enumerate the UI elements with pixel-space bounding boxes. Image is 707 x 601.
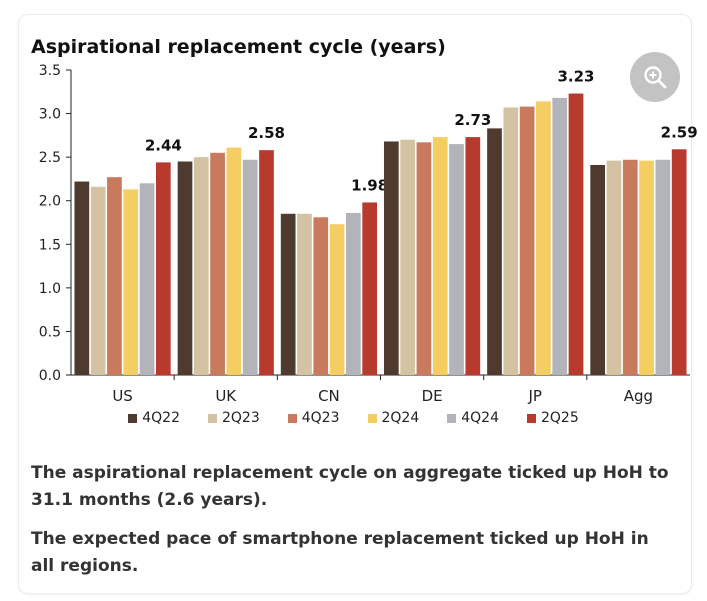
caption-aggregate: The aspirational replacement cycle on ag… — [31, 463, 669, 510]
bar-jp-4q24 — [552, 97, 568, 375]
zoom-in-icon — [644, 66, 667, 89]
bar-jp-4q23 — [519, 106, 535, 375]
chart-legend: 4Q22 2Q23 4Q23 2Q24 4Q24 2Q25 — [0, 410, 707, 426]
y-tick-label: 0.0 — [39, 368, 61, 384]
data-label-agg: 2.59 — [661, 123, 698, 141]
legend-swatch — [367, 413, 377, 423]
bar-agg-2q24 — [639, 160, 654, 375]
bar-jp-2q23 — [503, 107, 519, 375]
x-tick-label: JP — [528, 387, 542, 405]
legend-label: 4Q22 — [142, 410, 180, 426]
y-tick-label: 1.5 — [39, 237, 61, 253]
y-tick-label: 0.5 — [39, 324, 61, 340]
legend-swatch — [527, 413, 536, 423]
bar-uk-4q24 — [242, 159, 258, 375]
bar-cn-2q23 — [297, 213, 312, 375]
x-tick-label: Agg — [624, 387, 653, 405]
bar-uk-2q25 — [259, 150, 274, 375]
legend-item-4q23: 4Q23 — [287, 410, 340, 426]
bar-de-2q24 — [432, 137, 448, 375]
legend-swatch — [287, 413, 297, 423]
legend-item-2q24: 2Q24 — [367, 410, 420, 426]
legend-item-4q22: 4Q22 — [128, 410, 180, 426]
zoom-in-button[interactable] — [630, 52, 680, 102]
legend-label: 2Q23 — [222, 410, 260, 426]
y-tick-label: 3.0 — [39, 107, 61, 123]
legend-label: 2Q25 — [541, 410, 579, 426]
bar-us-2q25 — [155, 162, 171, 375]
bar-agg-2q23 — [606, 160, 622, 375]
data-label-uk: 2.58 — [248, 124, 285, 142]
legend-swatch — [208, 413, 217, 423]
x-tick-label: DE — [422, 387, 443, 405]
bar-de-2q23 — [400, 139, 415, 375]
bar-uk-4q22 — [177, 161, 193, 375]
bar-chart: 0.0 0.5 1.0 1.5 2.0 2.5 3.0 3.5 2.44 US 2.58 UK 1.98… — [39, 63, 698, 405]
legend-label: 4Q24 — [461, 410, 499, 426]
y-tick-label: 2.5 — [39, 150, 61, 166]
bar-us-4q24 — [139, 183, 155, 375]
bar-cn-4q24 — [346, 212, 361, 375]
bar-uk-2q24 — [226, 147, 242, 375]
bar-jp-2q25 — [568, 93, 584, 376]
bar-cn-4q23 — [313, 217, 329, 375]
y-tick-label: 2.0 — [39, 194, 61, 210]
legend-swatch — [447, 413, 457, 423]
y-tick-label: 3.5 — [39, 63, 61, 79]
x-tick-label: US — [112, 387, 133, 405]
data-label-jp: 3.23 — [557, 68, 594, 86]
bar-cn-2q24 — [329, 224, 345, 375]
legend-label: 4Q23 — [301, 410, 340, 426]
chart-title: Aspirational replacement cycle (years) — [31, 36, 446, 58]
legend-item-4q24: 4Q24 — [447, 410, 499, 426]
bar-de-2q25 — [465, 137, 481, 375]
bar-agg-2q25 — [671, 149, 687, 375]
bar-cn-4q22 — [280, 213, 296, 375]
bar-cn-2q25 — [362, 202, 378, 375]
bar-agg-4q22 — [590, 164, 606, 375]
data-label-cn: 1.98 — [351, 176, 388, 194]
bar-us-2q24 — [123, 189, 139, 375]
bar-us-2q23 — [90, 186, 106, 375]
legend-item-2q25: 2Q25 — [527, 410, 579, 426]
y-tick-label: 1.0 — [39, 281, 61, 297]
x-tick-label: CN — [318, 387, 340, 405]
bar-agg-4q24 — [655, 159, 671, 375]
data-label-de: 2.73 — [454, 111, 491, 129]
legend-label: 2Q24 — [381, 410, 420, 426]
bar-uk-4q23 — [210, 152, 225, 375]
bar-de-4q22 — [383, 141, 399, 375]
legend-swatch — [128, 413, 138, 423]
bar-uk-2q23 — [193, 157, 209, 375]
x-tick-label: UK — [215, 387, 237, 405]
bar-agg-4q23 — [622, 159, 638, 375]
bar-jp-4q22 — [487, 128, 502, 375]
data-label-us: 2.44 — [145, 136, 182, 154]
caption-regions: The expected pace of smartphone replacem… — [31, 529, 649, 576]
bar-us-4q23 — [107, 177, 122, 375]
bar-de-4q23 — [416, 142, 432, 375]
bar-de-4q24 — [449, 144, 464, 375]
bar-us-4q22 — [74, 181, 90, 375]
bar-jp-2q24 — [536, 101, 551, 375]
legend-item-2q23: 2Q23 — [208, 410, 260, 426]
